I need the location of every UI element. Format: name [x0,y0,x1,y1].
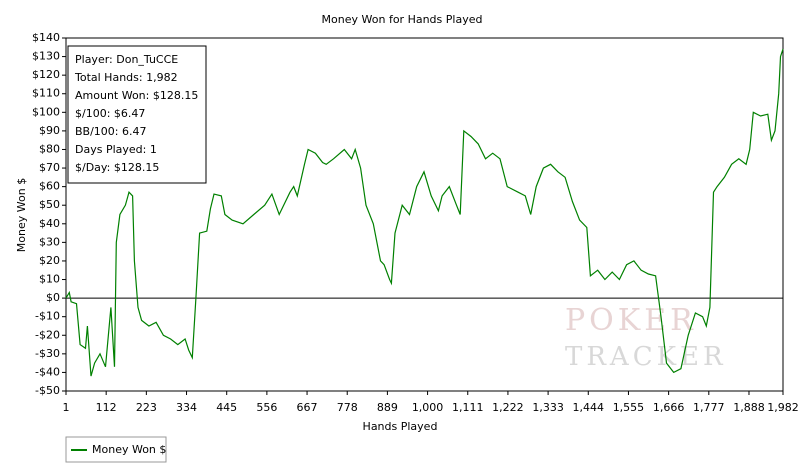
y-tick-label: -$30 [35,347,60,360]
y-tick-label: $10 [39,273,60,286]
y-tick-label: $80 [39,142,60,155]
y-tick-label: -$40 [35,365,60,378]
x-tick-label: 778 [337,401,358,414]
y-tick-label: $30 [39,235,60,248]
x-tick-label: 223 [136,401,157,414]
x-axis-label: Hands Played [363,420,438,433]
x-tick-label: 1,555 [613,401,645,414]
y-tick-label: $100 [32,105,60,118]
y-tick-label: $20 [39,254,60,267]
info-line: Amount Won: $128.15 [75,89,198,102]
info-line: Total Hands: 1,982 [74,71,178,84]
y-axis-label: Money Won $ [15,178,28,252]
x-tick-label: 1,444 [573,401,605,414]
y-tick-label: -$20 [35,328,60,341]
info-line: $/100: $6.47 [75,107,145,120]
x-tick-label: 667 [297,401,318,414]
y-tick-label: $130 [32,50,60,63]
chart-title: Money Won for Hands Played [322,13,483,26]
x-tick-label: 556 [256,401,277,414]
x-tick-label: 112 [96,401,117,414]
y-tick-label: $140 [32,31,60,44]
y-tick-label: -$10 [35,310,60,323]
data-line [65,48,784,377]
legend-box [65,436,167,463]
y-tick-label: $120 [32,68,60,81]
x-tick-label: 1,222 [492,401,524,414]
x-tick-label: 1,888 [733,401,765,414]
y-tick-label: $90 [39,124,60,137]
y-tick-label: $50 [39,198,60,211]
y-tick-label: -$50 [35,384,60,397]
y-tick-label: $110 [32,87,60,100]
info-line: $/Day: $128.15 [75,161,159,174]
info-box [67,45,207,184]
info-line: Days Played: 1 [75,143,157,156]
x-tick-label: 889 [377,401,398,414]
x-tick-label: 1,777 [693,401,725,414]
y-tick-label: $60 [39,180,60,193]
watermark: POKER [565,303,697,338]
info-line: BB/100: 6.47 [75,125,147,138]
y-tick-label: $0 [46,291,60,304]
x-tick-label: 1,111 [452,401,484,414]
x-tick-label: 1,666 [653,401,685,414]
y-tick-label: $70 [39,161,60,174]
info-line: Player: Don_TuCCE [75,53,178,66]
x-tick-label: 1,982 [767,401,799,414]
plot-area [65,37,784,392]
legend-label: Money Won $ [92,443,166,456]
x-tick-label: 1,333 [532,401,564,414]
x-tick-label: 445 [216,401,237,414]
x-tick-label: 1,000 [412,401,444,414]
y-tick-label: $40 [39,217,60,230]
watermark: TRACKER [565,342,727,372]
x-tick-label: 334 [176,401,197,414]
x-tick-label: 1 [63,401,70,414]
